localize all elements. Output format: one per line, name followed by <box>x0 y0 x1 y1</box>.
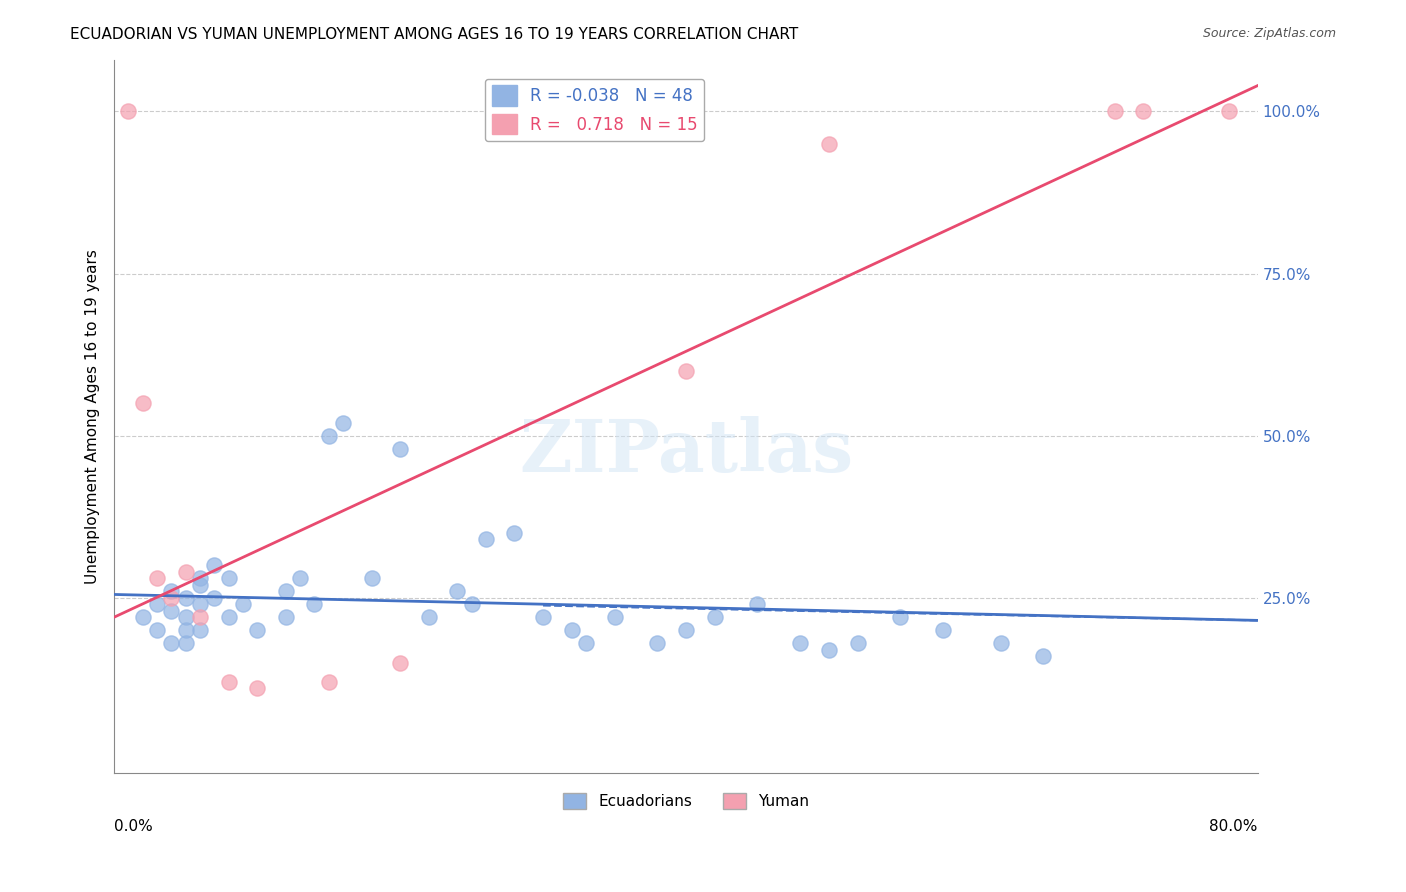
Point <box>389 442 412 456</box>
Point <box>146 623 169 637</box>
Point <box>188 623 211 637</box>
Point <box>246 681 269 696</box>
Point <box>188 597 211 611</box>
Text: ECUADORIAN VS YUMAN UNEMPLOYMENT AMONG AGES 16 TO 19 YEARS CORRELATION CHART: ECUADORIAN VS YUMAN UNEMPLOYMENT AMONG A… <box>70 27 799 42</box>
Point <box>575 636 598 650</box>
Point <box>818 642 841 657</box>
Point <box>132 610 155 624</box>
Point <box>274 584 297 599</box>
Point <box>304 597 326 611</box>
Point <box>675 623 697 637</box>
Point <box>460 597 482 611</box>
Point <box>932 623 955 637</box>
Point <box>218 610 240 624</box>
Point <box>789 636 811 650</box>
Point <box>174 610 197 624</box>
Point <box>174 591 197 605</box>
Y-axis label: Unemployment Among Ages 16 to 19 years: Unemployment Among Ages 16 to 19 years <box>86 249 100 583</box>
Text: Source: ZipAtlas.com: Source: ZipAtlas.com <box>1202 27 1336 40</box>
Point <box>218 571 240 585</box>
Point <box>318 428 340 442</box>
Point <box>603 610 626 624</box>
Point <box>132 396 155 410</box>
Point <box>232 597 254 611</box>
Point <box>747 597 769 611</box>
Point <box>1032 648 1054 663</box>
Point <box>389 656 412 670</box>
Text: ZIPatlas: ZIPatlas <box>519 417 853 487</box>
Point <box>446 584 468 599</box>
Text: 80.0%: 80.0% <box>1209 819 1258 834</box>
Point <box>332 416 354 430</box>
Point <box>503 525 526 540</box>
Point <box>1104 104 1126 119</box>
Point <box>188 578 211 592</box>
Point <box>818 136 841 151</box>
Point <box>160 591 183 605</box>
Point <box>202 558 225 573</box>
Point <box>174 623 197 637</box>
Point <box>418 610 440 624</box>
Point <box>218 675 240 690</box>
Point <box>174 636 197 650</box>
Point <box>647 636 669 650</box>
Point <box>703 610 725 624</box>
Text: 0.0%: 0.0% <box>114 819 153 834</box>
Point <box>846 636 869 650</box>
Point <box>246 623 269 637</box>
Point <box>202 591 225 605</box>
Point <box>531 610 554 624</box>
Point <box>160 636 183 650</box>
Point <box>360 571 382 585</box>
Point <box>475 533 498 547</box>
Point <box>889 610 911 624</box>
Point <box>117 104 139 119</box>
Point <box>174 565 197 579</box>
Point <box>160 604 183 618</box>
Point <box>288 571 311 585</box>
Point <box>675 364 697 378</box>
Point <box>274 610 297 624</box>
Point <box>990 636 1012 650</box>
Point <box>146 597 169 611</box>
Point <box>1132 104 1154 119</box>
Point <box>318 675 340 690</box>
Legend: Ecuadorians, Yuman: Ecuadorians, Yuman <box>557 787 815 815</box>
Point <box>146 571 169 585</box>
Point <box>188 610 211 624</box>
Point <box>1218 104 1240 119</box>
Point <box>561 623 583 637</box>
Point <box>160 584 183 599</box>
Point <box>188 571 211 585</box>
